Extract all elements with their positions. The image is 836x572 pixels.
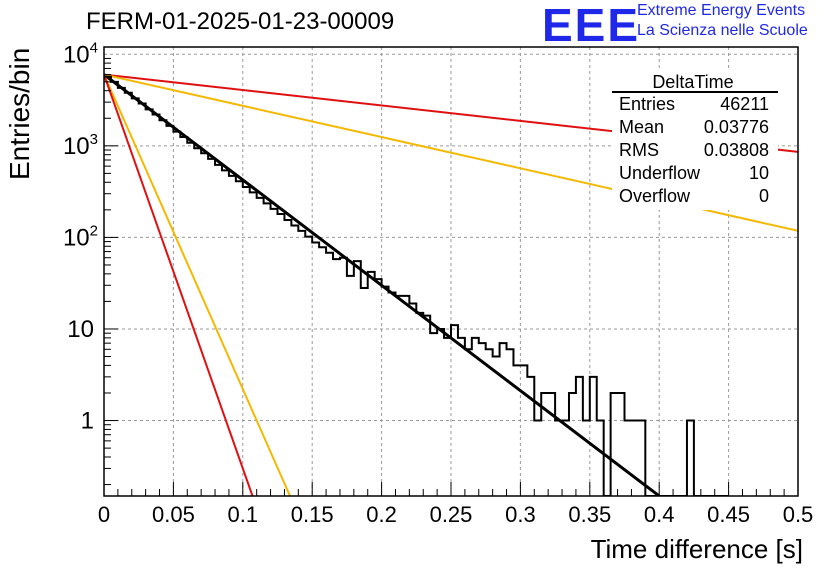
y-tick-label: 102 [63, 222, 98, 251]
x-tick-label: 0.15 [291, 502, 334, 527]
x-tick-label: 0.2 [366, 502, 397, 527]
stats-row-value: 0.03776 [704, 117, 769, 137]
logo-subtitle-1: Extreme Energy Events [637, 2, 806, 19]
x-tick-label: 0.45 [707, 502, 750, 527]
stats-title: DeltaTime [652, 72, 733, 92]
stats-row-value: 46211 [720, 94, 769, 114]
stats-box-bg [612, 70, 778, 210]
stats-row-value: 10 [749, 163, 769, 183]
x-tick-label: 0.35 [568, 502, 611, 527]
fit-line [104, 74, 254, 496]
stats-row-label: Overflow [619, 186, 691, 206]
x-tick-label: 0.05 [152, 502, 195, 527]
x-tick-label: 0.25 [430, 502, 473, 527]
stats-row-label: Mean [619, 117, 664, 137]
x-tick-label: 0.5 [783, 502, 814, 527]
histogram-bars [104, 75, 729, 496]
x-tick-label: 0.1 [228, 502, 259, 527]
x-tick-label: 0.4 [644, 502, 675, 527]
histogram-group [104, 75, 729, 496]
x-tick-label: 0 [98, 502, 110, 527]
stats-row-label: RMS [619, 140, 659, 160]
fit-line [104, 74, 291, 496]
y-tick-label: 10 [67, 316, 94, 343]
eee-logo: EEE [542, 0, 641, 51]
x-axis-label: Time difference [s] [591, 534, 803, 564]
chart-title: FERM-01-2025-01-23-00009 [86, 8, 395, 35]
stats-row-value: 0.03808 [704, 140, 769, 160]
stats-row-label: Entries [619, 94, 675, 114]
stats-row-value: 0 [759, 186, 769, 206]
x-tick-label: 0.3 [505, 502, 536, 527]
y-tick-label: 104 [63, 39, 98, 68]
y-tick-label: 1 [81, 408, 94, 435]
stats-row-label: Underflow [619, 163, 701, 183]
logo-subtitle-2: La Scienza nelle Scuole [637, 22, 808, 39]
y-tick-label: 103 [63, 131, 98, 160]
